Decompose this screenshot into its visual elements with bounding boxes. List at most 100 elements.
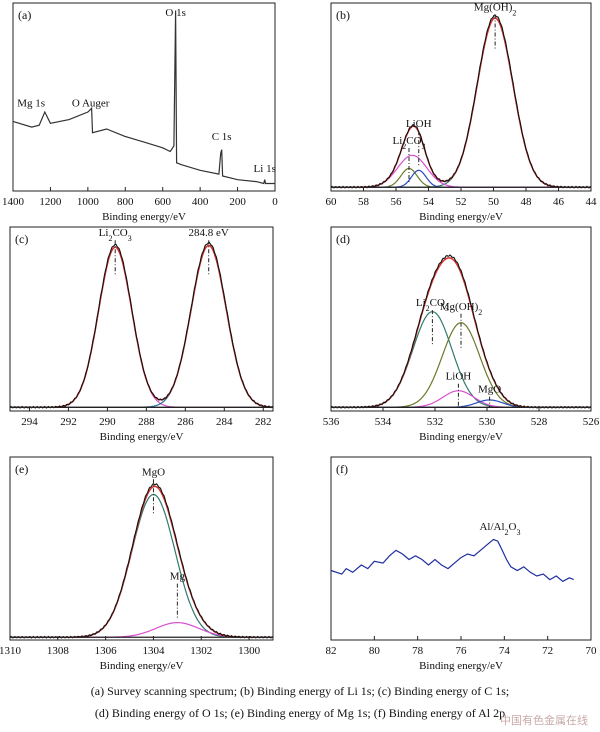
panel-label-e: (e) <box>15 462 28 476</box>
x-tick-label-a-0: 1400 <box>2 196 25 208</box>
x-tick-label-f-4: 74 <box>499 645 511 657</box>
panel-label-d: (d) <box>336 232 350 246</box>
annotation-b-1: LiOH <box>406 118 432 130</box>
axes-frame-e <box>9 456 274 641</box>
x-tick-label-c-1: 292 <box>60 416 77 428</box>
fit-component-e-0 <box>10 493 273 638</box>
axes-frame-d <box>330 226 592 412</box>
x-axis-label-e: Binding energy/eV <box>100 660 184 672</box>
x-tick-label-b-6: 48 <box>521 196 533 208</box>
fit-component-c-1 <box>10 244 273 408</box>
panel-c: (c) 294 292 290 288 286 284 282 Binding energy/e… <box>9 226 274 443</box>
x-tick-label-f-2: 78 <box>412 645 424 657</box>
spectrum-line-a-0 <box>12 10 275 185</box>
x-tick-label-e-5: 1300 <box>238 645 261 657</box>
x-tick-label-a-7: 0 <box>272 196 278 208</box>
x-axis-label-a: Binding energy/eV <box>102 211 186 223</box>
fit-envelope-b <box>331 17 591 188</box>
raw-spectrum-b <box>330 14 592 189</box>
panel-d: (d) 536 534 532 530 528 526 Binding energy/eV Li… <box>323 226 600 443</box>
panel-label-c: (c) <box>15 232 28 246</box>
annotation-c-0: Li2CO3 <box>99 227 132 243</box>
raw-spectrum-e <box>9 483 274 639</box>
annotation-a-1: O Auger <box>72 97 110 109</box>
x-axis-label-b: Binding energy/eV <box>419 211 503 223</box>
x-tick-label-b-8: 44 <box>586 196 598 208</box>
x-tick-label-d-3: 530 <box>479 416 496 428</box>
panel-f: (f) 82 80 78 76 74 72 70 Binding energy/eV Al/Al2… <box>326 456 598 672</box>
x-tick-label-c-0: 294 <box>21 416 38 428</box>
axes-frame-b <box>330 2 592 192</box>
x-tick-label-a-2: 1000 <box>77 196 100 208</box>
x-tick-label-f-5: 72 <box>542 645 553 657</box>
annotation-e-1: Mg <box>170 571 186 583</box>
x-axis-label-d: Binding energy/eV <box>419 431 503 443</box>
annotation-a-2: O 1s <box>165 7 185 19</box>
fit-component-b-1 <box>331 167 591 188</box>
annotation-b-2: Li2CO3 <box>392 135 425 151</box>
x-tick-label-f-1: 80 <box>369 645 381 657</box>
raw-spectrum-c <box>9 241 274 409</box>
annotation-d-0: Li2CO3 <box>416 297 449 313</box>
watermark: 中国有色金属在线 <box>500 714 588 727</box>
x-tick-label-b-3: 54 <box>423 196 435 208</box>
x-tick-label-a-6: 200 <box>229 196 246 208</box>
x-tick-label-c-3: 288 <box>138 416 155 428</box>
x-tick-label-a-5: 400 <box>192 196 209 208</box>
panel-label-f: (f) <box>336 462 348 476</box>
fit-component-b-2 <box>331 169 591 188</box>
panel-label-b: (b) <box>336 8 350 22</box>
x-tick-label-e-4: 1302 <box>190 645 212 657</box>
x-tick-label-c-6: 282 <box>255 416 272 428</box>
x-tick-label-d-1: 534 <box>375 416 392 428</box>
fit-component-e-1 <box>10 622 273 638</box>
x-tick-label-f-0: 82 <box>326 645 337 657</box>
x-tick-label-d-4: 528 <box>531 416 548 428</box>
annotation-d-2: LiOH <box>446 371 472 383</box>
x-tick-label-f-3: 76 <box>456 645 468 657</box>
axes-frame-a <box>12 2 276 192</box>
x-tick-label-e-1: 1308 <box>47 645 70 657</box>
x-tick-label-f-6: 70 <box>586 645 598 657</box>
axes-frame-f <box>330 456 592 641</box>
x-tick-label-d-5: 526 <box>583 416 600 428</box>
panel-b: (b) 60 58 56 54 52 50 48 46 44 Binding energy/eV Mg… <box>326 2 598 223</box>
annotation-f-0: Al/Al2O3 <box>479 521 520 537</box>
x-axis-label-c: Binding energy/eV <box>100 431 184 443</box>
annotation-d-3: MgO <box>478 384 501 396</box>
panel-e: (e) 1310 1308 1306 1304 1302 1300 Binding energ… <box>0 456 274 672</box>
annotation-c-1: 284.8 eV <box>189 227 229 239</box>
caption-line-2: (d) Binding energy of O 1s; (e) Binding … <box>94 706 506 720</box>
caption-line-1: (a) Survey scanning spectrum; (b) Bindin… <box>90 684 510 698</box>
x-tick-label-c-4: 286 <box>177 416 194 428</box>
x-tick-label-b-2: 56 <box>391 196 403 208</box>
panel-label-a: (a) <box>18 8 31 22</box>
panel-a: (a) 1400 1200 1000 800 600 400 200 0 Binding ener… <box>2 2 278 223</box>
x-tick-label-e-2: 1306 <box>95 645 118 657</box>
raw-spectrum-d <box>330 254 592 409</box>
x-tick-label-b-4: 52 <box>456 196 467 208</box>
x-tick-label-b-1: 58 <box>358 196 370 208</box>
x-tick-label-e-0: 1310 <box>0 645 22 657</box>
x-tick-label-d-2: 532 <box>427 416 444 428</box>
x-tick-label-c-5: 284 <box>216 416 233 428</box>
fit-component-c-0 <box>10 246 273 408</box>
spectrum-line-f-0 <box>330 538 574 583</box>
annotation-d-1: Mg(OH)2 <box>440 301 483 317</box>
axes-frame-c <box>9 226 274 412</box>
x-tick-label-b-7: 46 <box>553 196 565 208</box>
annotation-b-0: Mg(OH)2 <box>474 2 517 18</box>
x-tick-label-b-5: 50 <box>488 196 500 208</box>
x-tick-label-a-1: 1200 <box>39 196 62 208</box>
annotation-e-0: MgO <box>142 466 165 478</box>
annotation-a-3: C 1s <box>212 131 232 143</box>
x-tick-label-e-3: 1304 <box>142 645 165 657</box>
fit-component-d-2 <box>331 390 591 408</box>
x-axis-label-f: Binding energy/eV <box>419 660 503 672</box>
annotation-a-4: Li 1s <box>254 163 276 175</box>
x-tick-label-b-0: 60 <box>326 196 338 208</box>
x-tick-label-a-4: 600 <box>154 196 171 208</box>
annotation-a-0: Mg 1s <box>17 97 45 109</box>
x-tick-label-a-3: 800 <box>117 196 134 208</box>
